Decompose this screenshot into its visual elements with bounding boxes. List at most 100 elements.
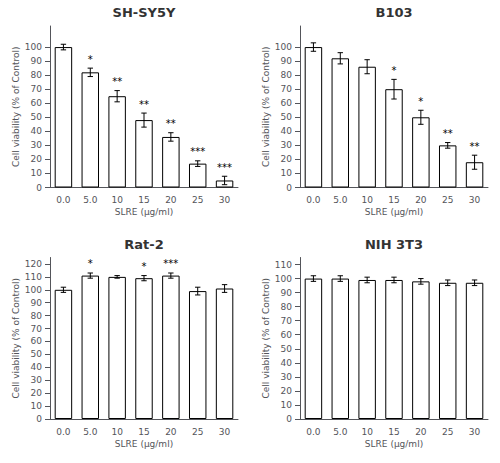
svg-text:*: * <box>142 261 147 272</box>
svg-text:90: 90 <box>31 56 43 66</box>
svg-text:20: 20 <box>281 154 293 164</box>
svg-text:SLRE (μg/ml): SLRE (μg/ml) <box>115 439 173 449</box>
svg-text:40: 40 <box>31 126 43 136</box>
svg-text:10: 10 <box>111 427 123 437</box>
svg-text:***: *** <box>190 146 205 157</box>
svg-text:30: 30 <box>219 195 231 205</box>
svg-text:25: 25 <box>442 427 453 437</box>
svg-text:80: 80 <box>31 70 43 80</box>
svg-text:20: 20 <box>415 195 427 205</box>
svg-text:10: 10 <box>31 401 43 411</box>
svg-text:40: 40 <box>281 358 293 368</box>
svg-text:10: 10 <box>31 168 43 178</box>
svg-text:60: 60 <box>281 330 293 340</box>
svg-text:*: * <box>418 96 423 107</box>
svg-text:100: 100 <box>25 42 42 52</box>
svg-text:5.0: 5.0 <box>333 195 348 205</box>
svg-text:SLRE (μg/ml): SLRE (μg/ml) <box>365 207 423 217</box>
svg-text:*: * <box>88 258 93 269</box>
svg-text:90: 90 <box>31 298 43 308</box>
svg-text:40: 40 <box>281 126 293 136</box>
svg-text:**: ** <box>470 141 480 152</box>
svg-text:15: 15 <box>138 195 149 205</box>
svg-text:Cell viability (% of Control): Cell viability (% of Control) <box>261 47 271 167</box>
svg-text:20: 20 <box>415 427 427 437</box>
svg-text:10: 10 <box>111 195 123 205</box>
svg-text:60: 60 <box>281 98 293 108</box>
svg-text:110: 110 <box>275 260 292 270</box>
svg-text:*: * <box>88 54 93 65</box>
svg-text:**: ** <box>443 128 453 139</box>
svg-text:60: 60 <box>31 336 43 346</box>
svg-text:5.0: 5.0 <box>333 427 348 437</box>
svg-text:80: 80 <box>281 302 293 312</box>
svg-text:Rat-2: Rat-2 <box>124 237 163 252</box>
svg-text:Cell viability (% of Control): Cell viability (% of Control) <box>261 278 271 398</box>
svg-text:**: ** <box>139 99 149 110</box>
svg-text:70: 70 <box>281 84 293 94</box>
svg-text:30: 30 <box>219 427 231 437</box>
svg-text:0.0: 0.0 <box>306 427 321 437</box>
svg-text:15: 15 <box>388 427 399 437</box>
svg-text:50: 50 <box>281 112 293 122</box>
svg-text:5.0: 5.0 <box>83 427 98 437</box>
svg-text:110: 110 <box>25 272 42 282</box>
svg-text:100: 100 <box>275 42 292 52</box>
svg-text:15: 15 <box>388 195 399 205</box>
svg-text:SH-SY5Y: SH-SY5Y <box>113 5 176 20</box>
svg-text:10: 10 <box>361 427 373 437</box>
svg-text:70: 70 <box>281 316 293 326</box>
svg-text:25: 25 <box>192 195 203 205</box>
svg-text:60: 60 <box>31 98 43 108</box>
svg-text:SLRE (μg/ml): SLRE (μg/ml) <box>115 207 173 217</box>
svg-text:50: 50 <box>281 344 293 354</box>
svg-text:SLRE (μg/ml): SLRE (μg/ml) <box>365 439 423 449</box>
svg-text:70: 70 <box>31 324 43 334</box>
svg-text:0.0: 0.0 <box>306 195 321 205</box>
svg-text:100: 100 <box>275 274 292 284</box>
svg-text:70: 70 <box>31 84 43 94</box>
svg-text:Cell viability (% of Control): Cell viability (% of Control) <box>11 47 21 167</box>
svg-text:20: 20 <box>31 154 43 164</box>
svg-text:*: * <box>392 65 397 76</box>
svg-text:40: 40 <box>31 362 43 372</box>
svg-text:30: 30 <box>281 140 293 150</box>
svg-text:10: 10 <box>281 168 293 178</box>
svg-text:**: ** <box>166 118 176 129</box>
svg-text:50: 50 <box>31 349 43 359</box>
svg-text:Cell viability (% of Control): Cell viability (% of Control) <box>11 278 21 398</box>
svg-text:***: *** <box>217 162 232 173</box>
svg-text:0.0: 0.0 <box>56 427 71 437</box>
svg-text:0: 0 <box>36 183 42 193</box>
svg-text:30: 30 <box>31 140 43 150</box>
svg-text:0.0: 0.0 <box>56 195 71 205</box>
svg-text:80: 80 <box>281 70 293 80</box>
svg-text:30: 30 <box>469 195 481 205</box>
svg-text:100: 100 <box>25 285 42 295</box>
svg-text:B103: B103 <box>375 5 412 20</box>
svg-text:30: 30 <box>281 372 293 382</box>
svg-text:***: *** <box>163 258 178 269</box>
svg-text:25: 25 <box>442 195 453 205</box>
svg-text:20: 20 <box>165 427 177 437</box>
svg-text:0: 0 <box>36 414 42 424</box>
svg-text:**: ** <box>112 76 122 87</box>
svg-text:20: 20 <box>31 388 43 398</box>
svg-text:50: 50 <box>31 112 43 122</box>
svg-text:80: 80 <box>31 311 43 321</box>
svg-text:30: 30 <box>31 375 43 385</box>
svg-text:5.0: 5.0 <box>83 195 98 205</box>
svg-text:10: 10 <box>361 195 373 205</box>
svg-text:0: 0 <box>286 183 292 193</box>
svg-text:120: 120 <box>25 259 42 269</box>
svg-text:15: 15 <box>138 427 149 437</box>
svg-text:90: 90 <box>281 56 293 66</box>
svg-text:25: 25 <box>192 427 203 437</box>
svg-text:NIH 3T3: NIH 3T3 <box>365 237 423 252</box>
svg-text:20: 20 <box>281 386 293 396</box>
svg-text:20: 20 <box>165 195 177 205</box>
svg-text:90: 90 <box>281 288 293 298</box>
svg-text:10: 10 <box>281 400 293 410</box>
svg-text:30: 30 <box>469 427 481 437</box>
svg-text:0: 0 <box>286 414 292 424</box>
